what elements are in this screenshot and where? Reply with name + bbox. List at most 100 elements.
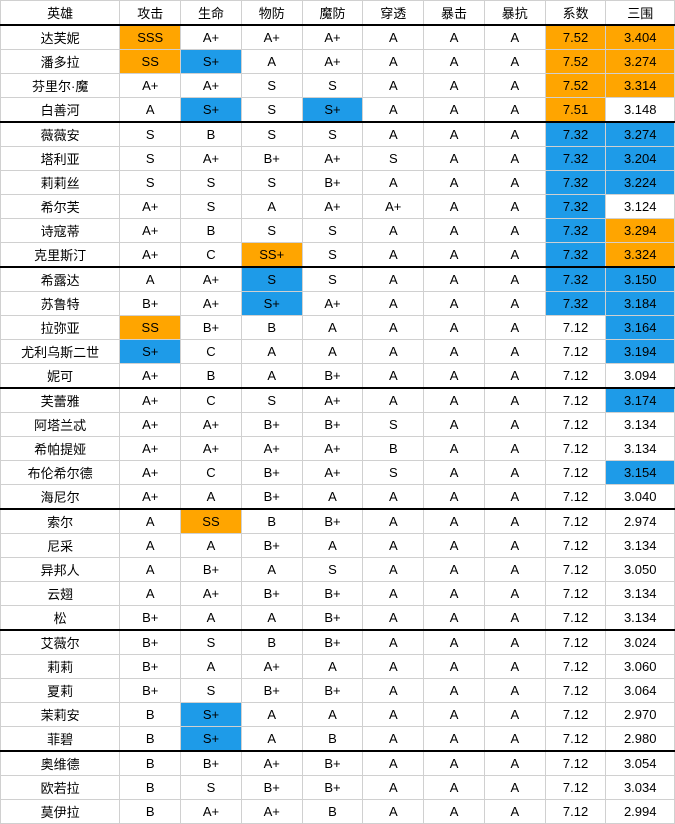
stat-cell: B [302, 727, 363, 752]
stat-cell: A [302, 340, 363, 364]
table-row: 妮可A+BAB+AAA7.123.094 [1, 364, 675, 389]
table-row: 艾薇尔B+SBB+AAA7.123.024 [1, 630, 675, 655]
stat-cell: A [484, 147, 545, 171]
table-header: 英雄攻击生命物防魔防穿透暴击暴抗系数三围 [1, 1, 675, 26]
stat-cell: 7.32 [545, 243, 606, 268]
stat-cell: A [484, 50, 545, 74]
stat-cell: B+ [302, 582, 363, 606]
stat-cell: B+ [302, 679, 363, 703]
stat-cell: A [484, 388, 545, 413]
table-body: 达芙妮SSSA+A+A+AAA7.523.404潘多拉SSS+AA+AAA7.5… [1, 25, 675, 824]
stat-cell: A [484, 582, 545, 606]
stat-cell: A [120, 509, 181, 534]
stat-cell: A [424, 243, 485, 268]
stat-cell: A [302, 485, 363, 510]
stat-cell: 3.134 [606, 606, 675, 631]
stat-cell: A [363, 74, 424, 98]
stat-cell: 7.12 [545, 437, 606, 461]
stat-cell: A [363, 292, 424, 316]
stat-cell: A [484, 703, 545, 727]
stat-cell: 3.134 [606, 413, 675, 437]
stat-cell: A [424, 776, 485, 800]
table-row: 松B+AAB+AAA7.123.134 [1, 606, 675, 631]
stat-cell: B+ [120, 630, 181, 655]
stat-cell: B [302, 800, 363, 824]
stat-cell: A [363, 655, 424, 679]
stat-cell: A [484, 485, 545, 510]
stat-cell: S [241, 122, 302, 147]
stat-cell: S [302, 219, 363, 243]
stat-cell: A [363, 98, 424, 123]
stat-cell: A [363, 388, 424, 413]
stat-cell: A [424, 703, 485, 727]
stat-cell: 3.294 [606, 219, 675, 243]
stat-cell: S [181, 776, 242, 800]
col-header-8: 系数 [545, 1, 606, 26]
stat-cell: A+ [241, 751, 302, 776]
hero-name: 艾薇尔 [1, 630, 120, 655]
stat-cell: A [484, 776, 545, 800]
stat-cell: A [484, 679, 545, 703]
stat-cell: S+ [241, 292, 302, 316]
stat-cell: C [181, 461, 242, 485]
stat-cell: S+ [302, 98, 363, 123]
stat-cell: A [241, 727, 302, 752]
stat-cell: B+ [302, 606, 363, 631]
stat-cell: A+ [120, 219, 181, 243]
stat-cell: A+ [181, 800, 242, 824]
stat-cell: B [181, 364, 242, 389]
stat-cell: A [484, 800, 545, 824]
stat-cell: 7.12 [545, 606, 606, 631]
stat-cell: SS [120, 50, 181, 74]
stat-cell: B [120, 776, 181, 800]
stat-cell: C [181, 340, 242, 364]
stat-cell: 3.050 [606, 558, 675, 582]
stat-cell: A [484, 243, 545, 268]
stat-cell: A+ [181, 267, 242, 292]
stat-cell: B [363, 437, 424, 461]
stat-cell: A [424, 582, 485, 606]
stat-cell: 7.52 [545, 25, 606, 50]
stat-cell: 3.404 [606, 25, 675, 50]
stat-cell: 3.154 [606, 461, 675, 485]
stat-cell: A+ [241, 25, 302, 50]
stat-cell: A [484, 534, 545, 558]
stat-cell: S+ [181, 50, 242, 74]
stat-cell: A [181, 655, 242, 679]
stat-cell: A [120, 267, 181, 292]
stat-cell: 3.040 [606, 485, 675, 510]
stat-cell: 3.094 [606, 364, 675, 389]
stat-cell: 3.324 [606, 243, 675, 268]
table-row: 菲碧BS+ABAAA7.122.980 [1, 727, 675, 752]
table-row: 夏莉B+SB+B+AAA7.123.064 [1, 679, 675, 703]
stat-cell: B [241, 509, 302, 534]
stat-cell: A [484, 655, 545, 679]
stat-cell: 3.054 [606, 751, 675, 776]
stat-cell: A [424, 461, 485, 485]
stat-cell: A [424, 485, 485, 510]
stat-cell: 7.12 [545, 509, 606, 534]
stat-cell: B [241, 316, 302, 340]
stat-cell: 7.52 [545, 74, 606, 98]
stat-cell: S [241, 267, 302, 292]
stat-cell: 7.12 [545, 776, 606, 800]
stat-cell: B+ [120, 292, 181, 316]
stat-cell: A [484, 437, 545, 461]
stat-cell: A [363, 558, 424, 582]
stat-cell: B+ [120, 606, 181, 631]
table-row: 达芙妮SSSA+A+A+AAA7.523.404 [1, 25, 675, 50]
stat-cell: A [484, 558, 545, 582]
stat-cell: 7.12 [545, 364, 606, 389]
hero-name: 克里斯汀 [1, 243, 120, 268]
stat-cell: S [302, 74, 363, 98]
stat-cell: A [363, 316, 424, 340]
stat-cell: A [424, 364, 485, 389]
stat-cell: A [241, 195, 302, 219]
stat-cell: A+ [302, 388, 363, 413]
stat-cell: 3.314 [606, 74, 675, 98]
stat-cell: B [181, 219, 242, 243]
stat-cell: A [484, 727, 545, 752]
stat-cell: 3.164 [606, 316, 675, 340]
stat-cell: 3.174 [606, 388, 675, 413]
stat-cell: A [363, 703, 424, 727]
